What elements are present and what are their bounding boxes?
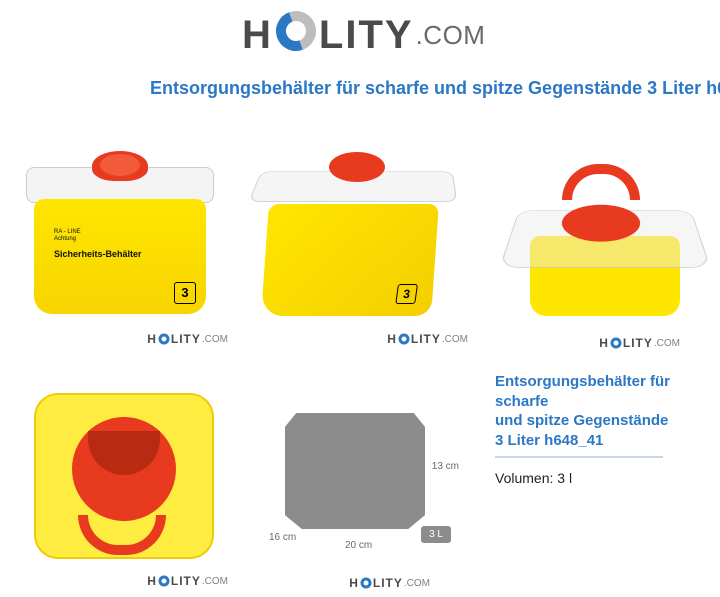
capacity-box: 3 [174,282,196,304]
watermark-logo: H LITY .COM [599,336,680,350]
brand-ring-icon [275,10,317,61]
product-illustration [20,373,220,573]
product-title-line: Entsorgungsbehälter für scharfe [495,373,670,410]
product-label-line: Achtung [54,236,76,242]
product-illustration [500,146,700,316]
watermark-logo: H LITY .COM [147,574,228,588]
capacity-box: 3 [395,284,418,304]
gallery-image-top: H LITY .COM [480,110,720,352]
watermark-logo: H LITY .COM [387,332,468,346]
brand-logo: H LITY .COM [242,10,485,61]
product-spec: Volumen: 3 l [495,470,720,486]
watermark-logo: H LITY .COM [349,576,430,590]
gallery-image-front: RA - LINE Achtung Sicherheits-Behälter 3… [0,110,240,352]
dim-width: 20 cm [345,540,372,551]
gallery-image-topdown: H LITY .COM [0,352,240,594]
watermark-logo: H LITY .COM [147,332,228,346]
product-title: Entsorgungsbehälter für scharfe und spit… [495,372,720,450]
product-info-panel: Entsorgungsbehälter für scharfe und spit… [495,372,720,486]
product-dimensions-diagram: 13 cm 20 cm 16 cm 3 L [255,373,465,573]
product-label-line: RA - LINE [54,229,81,235]
brand-letters: LITY [319,13,414,58]
brand-domain: .COM [416,20,486,51]
product-illustration: RA - LINE Achtung Sicherheits-Behälter 3 [20,149,220,314]
gallery-image-dimensions: 13 cm 20 cm 16 cm 3 L H LITY .COM [240,352,480,594]
title-underline [495,456,663,458]
product-title-line: und spitze Gegenstände [495,412,668,429]
product-gallery: RA - LINE Achtung Sicherheits-Behälter 3… [0,110,720,594]
product-label-main: Sicherheits-Behälter [54,249,194,260]
product-title-line: 3 Liter h648_41 [495,432,603,449]
spec-label: Volumen: [495,470,553,486]
dim-height: 13 cm [432,461,459,472]
brand-letter: H [242,13,273,58]
product-illustration: 3 [255,146,465,316]
spec-value: 3 l [557,470,572,486]
capacity-badge: 3 L [421,526,451,543]
page-title: Entsorgungsbehälter für scharfe und spit… [150,78,720,99]
gallery-image-angle: 3 H LITY .COM [240,110,480,352]
dim-depth: 16 cm [269,532,296,543]
